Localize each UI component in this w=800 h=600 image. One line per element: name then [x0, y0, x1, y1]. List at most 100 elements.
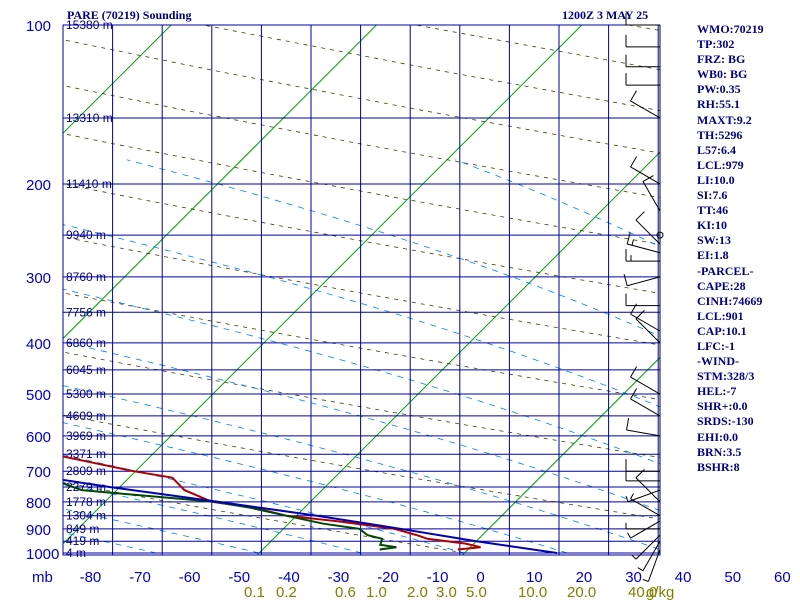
temperature-tick-label: 40	[675, 569, 692, 586]
wind-barb	[635, 468, 661, 503]
temperature-tick-label: 60	[774, 569, 791, 586]
height-label: 6860 m	[66, 336, 106, 350]
height-label: 9940 m	[66, 228, 106, 242]
isotherm-line	[461, 356, 660, 555]
height-label: 849 m	[66, 522, 99, 536]
index-item: SW:13	[697, 233, 732, 248]
temperature-tick-label: -20	[377, 569, 399, 586]
wind-barb	[625, 13, 660, 26]
wind-barb	[635, 211, 661, 245]
mixing-ratio-label: 0.1	[244, 584, 265, 600]
wind-barb	[625, 73, 660, 86]
wind-barbs	[623, 13, 664, 582]
dry-adiabat	[63, 133, 660, 245]
index-item: SI:7.6	[697, 188, 728, 203]
profiles	[63, 455, 558, 554]
mixing-ratio-label: 2.0	[407, 584, 428, 600]
mixing-ratio-label: 10.0	[518, 584, 547, 600]
wind-barb	[630, 493, 661, 517]
pressure-tick-label: 300	[26, 270, 51, 287]
index-item: LCL:979	[697, 157, 744, 172]
height-label: 1304 m	[66, 509, 106, 523]
index-item: WB0: BG	[697, 67, 748, 82]
pressure-tick-label: 100	[26, 18, 51, 35]
index-item: EI:1.8	[697, 248, 729, 263]
wind-barb	[642, 175, 661, 212]
index-item: HEL:-7	[697, 384, 737, 399]
station-title: PARE (70219) Sounding	[67, 8, 192, 22]
height-label: 419 m	[66, 534, 99, 548]
index-item: BSHR:8	[697, 459, 740, 474]
mixing-ratio-label: g/kg	[646, 584, 674, 600]
index-item: EHI:0.0	[697, 429, 739, 444]
temperature-tick-label: 50	[724, 569, 741, 586]
index-item: CAPE:28	[697, 278, 746, 293]
height-label: 15380 m	[66, 18, 113, 32]
mixing-ratio-label: 40.0	[628, 584, 657, 600]
height-label: 7756 m	[66, 305, 106, 319]
wind-barb	[625, 34, 660, 48]
plot-frame	[62, 24, 661, 556]
wind-barb	[631, 534, 661, 560]
height-label: 3969 m	[66, 429, 106, 443]
temperature-tick-label: -50	[228, 569, 250, 586]
temperature-tick-label: -10	[427, 569, 449, 586]
dry-adiabat	[63, 351, 660, 458]
sounding-time: 1200Z 3 MAY 25	[562, 8, 649, 22]
index-item: L57:6.4	[697, 142, 736, 157]
dry-adiabat	[63, 236, 660, 346]
dry-adiabat	[63, 183, 660, 294]
height-label: 3371 m	[66, 447, 106, 461]
index-item: STM:328/3	[697, 369, 755, 384]
index-item: SRDS:-130	[697, 414, 754, 429]
index-item: TT:46	[697, 203, 729, 218]
index-item: TP:302	[697, 37, 735, 52]
height-label: 11410 m	[66, 177, 112, 191]
temperature-tick-label: 10	[526, 569, 543, 586]
wind-barb	[626, 232, 661, 254]
wind-barb	[630, 156, 661, 185]
wind-barb	[625, 249, 660, 262]
mixing-ratio-label: 1.0	[366, 584, 387, 600]
indices-panel: WMO:70219 TP:302 FRZ: BG WB0: BG PW:0.35 RH:5…	[697, 22, 797, 475]
index-item: -PARCEL-	[697, 263, 754, 278]
dry-adiabat	[63, 85, 660, 199]
height-label: 2809 m	[66, 464, 106, 478]
pressure-tick-label: 200	[26, 177, 51, 194]
wind-barb	[625, 54, 660, 68]
temperature-tick-label: 30	[625, 569, 642, 586]
wind-barb	[642, 549, 661, 582]
index-item: CINH:74669	[697, 293, 763, 308]
dewpoint-line	[63, 482, 397, 551]
wind-barb	[625, 522, 660, 530]
pressure-tick-label: 1000	[26, 546, 59, 563]
index-item: WMO:70219	[697, 22, 764, 36]
pressure-tick-label: 800	[26, 495, 51, 512]
background-lines	[63, 25, 660, 555]
wind-barb	[625, 293, 660, 307]
mixing-ratio-label: 20.0	[567, 584, 596, 600]
temperature-tick-label: -30	[328, 569, 350, 586]
wind-barb	[627, 520, 661, 539]
dry-adiabat	[63, 414, 660, 520]
parcel-line	[63, 478, 558, 554]
temperature-tick-label: 20	[576, 569, 593, 586]
index-item: RH:55.1	[697, 97, 740, 112]
height-label: 5300 m	[66, 387, 106, 401]
pressure-tick-label: 700	[26, 464, 51, 481]
height-label: 6045 m	[66, 363, 106, 377]
wind-barb	[635, 310, 661, 344]
index-item: -WIND-	[697, 354, 739, 369]
wind-barb	[625, 459, 660, 472]
isotherm-line	[63, 25, 583, 545]
mixing-ratio-label: 0.6	[335, 584, 356, 600]
index-item: MAXT:9.2	[697, 112, 752, 127]
index-item: LFC:-1	[697, 338, 735, 353]
index-item: FRZ: BG	[697, 52, 746, 67]
temperature-tick-label: -70	[129, 569, 151, 586]
index-item: BRN:3.5	[697, 444, 742, 459]
wind-barb	[630, 366, 661, 395]
temperature-tick-label: 0	[476, 569, 484, 586]
temperature-line	[63, 455, 481, 551]
